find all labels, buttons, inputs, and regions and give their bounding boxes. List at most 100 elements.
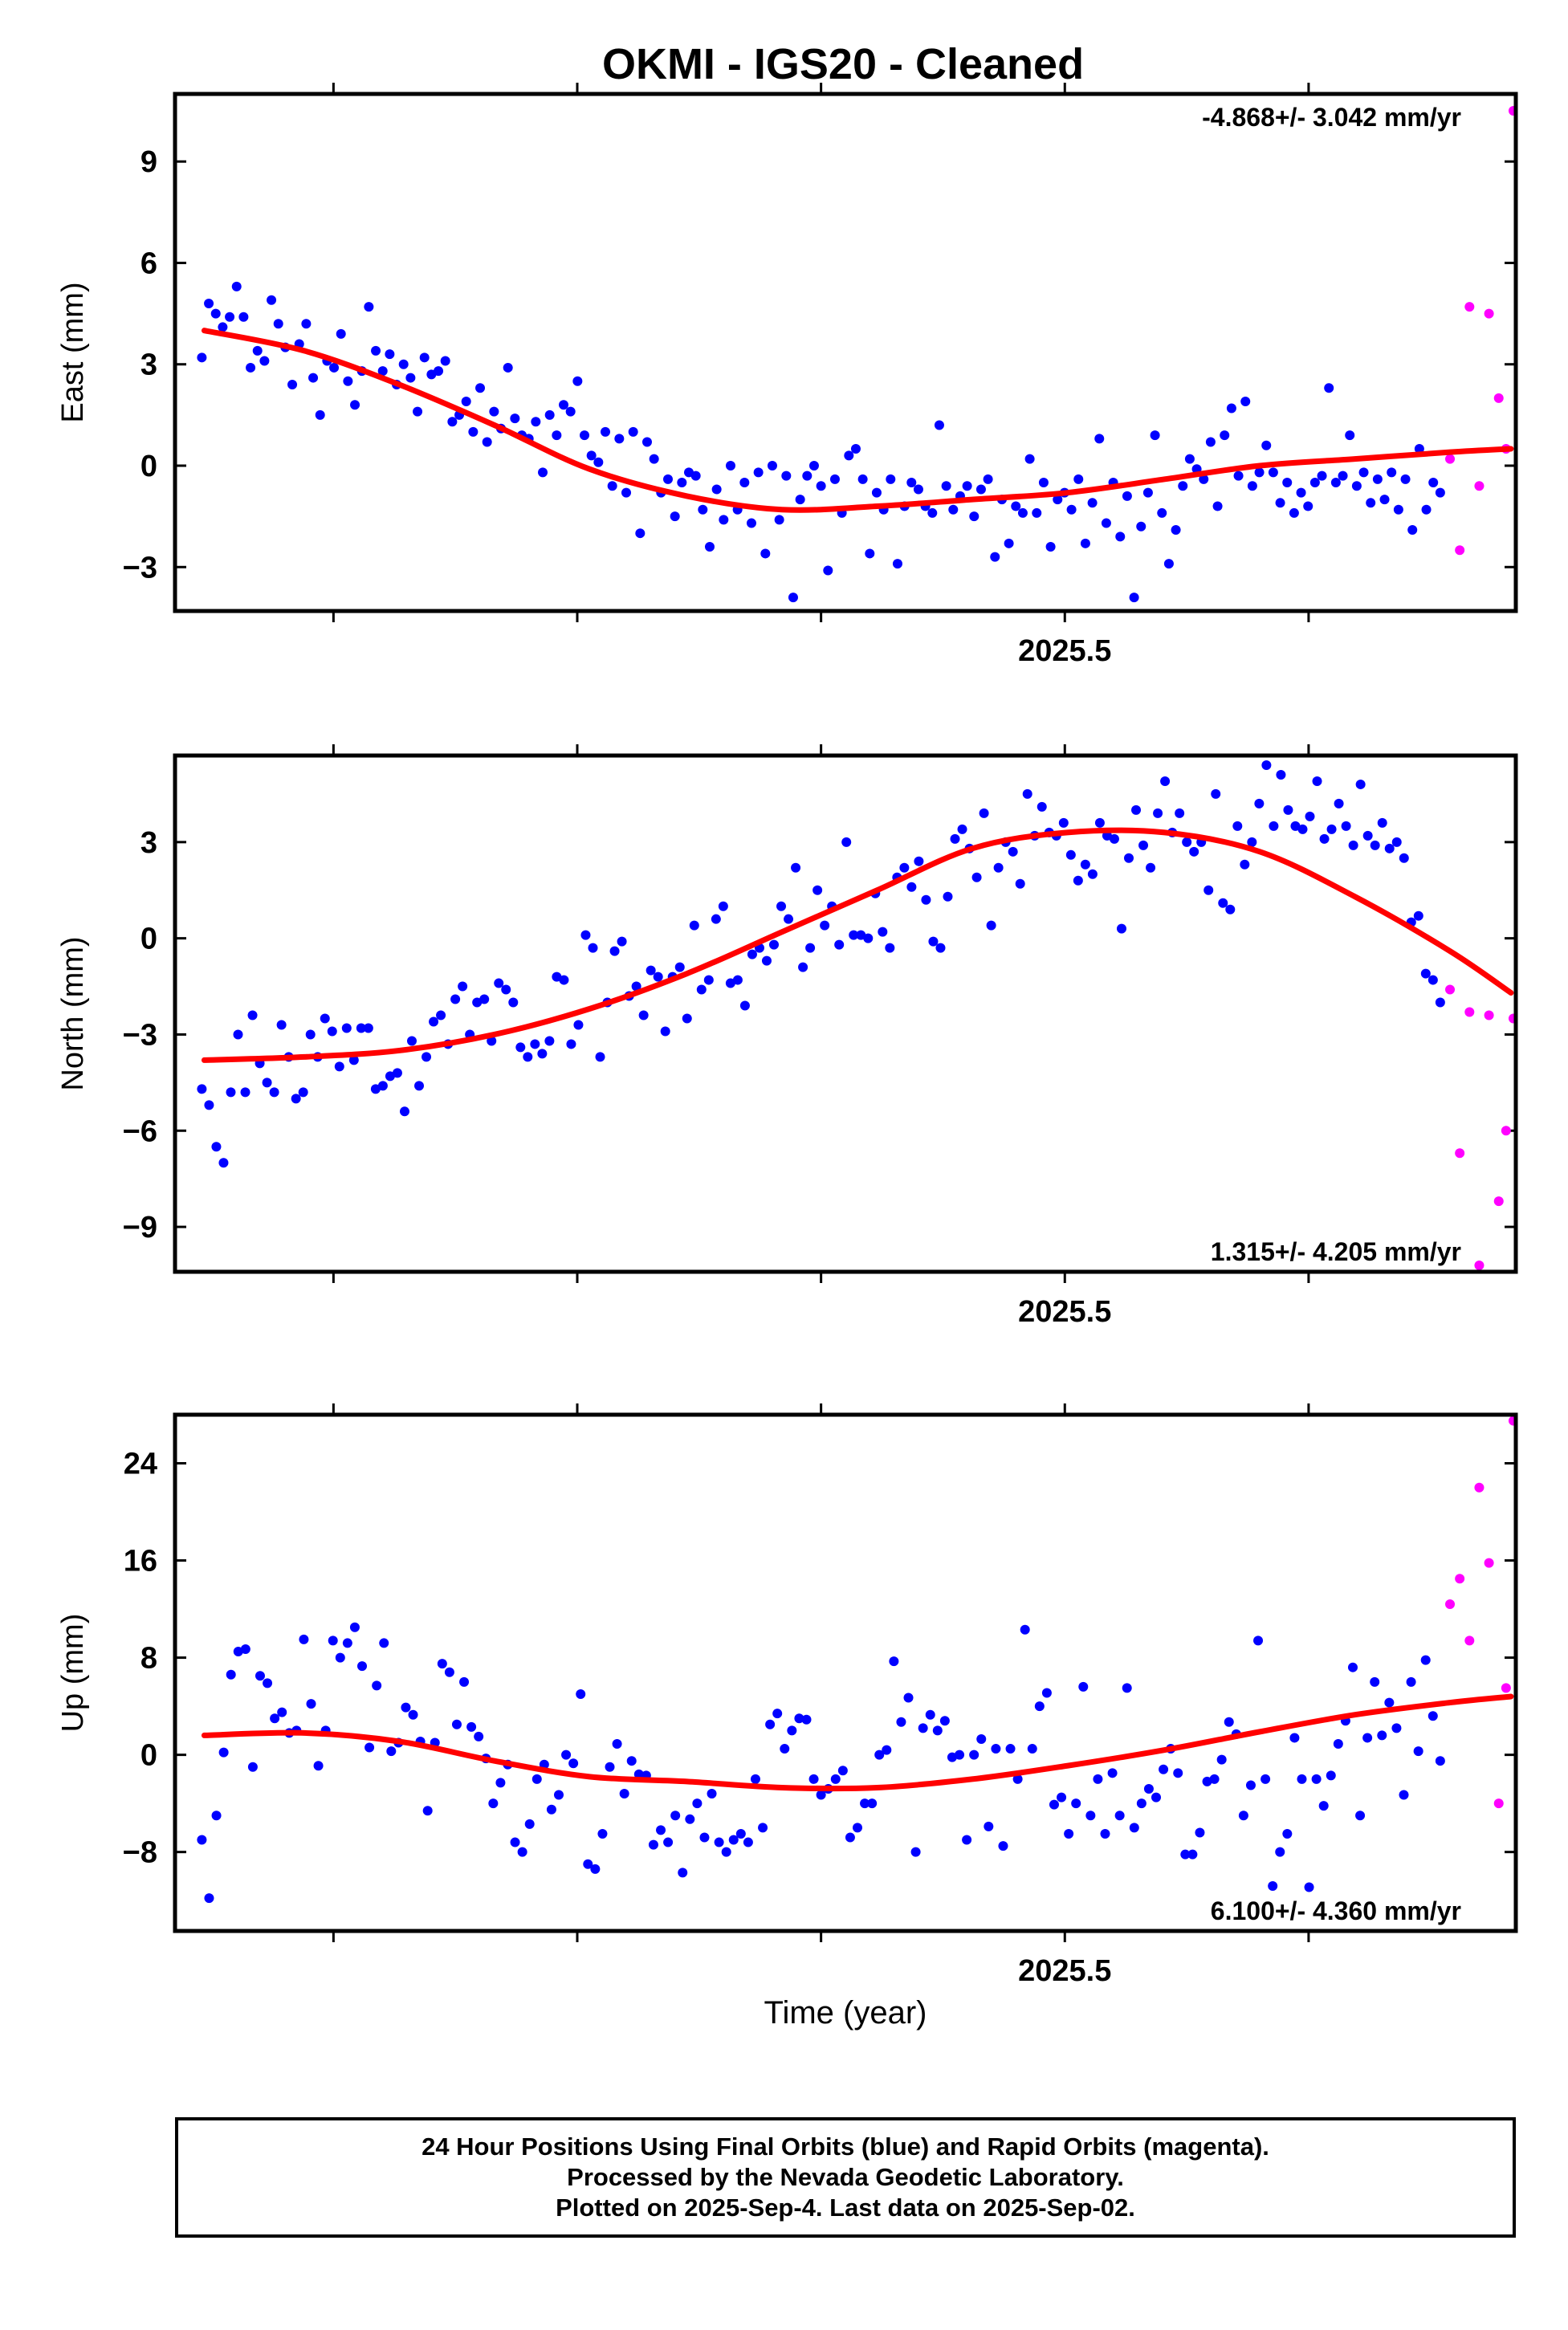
north-final-point: [544, 1036, 555, 1046]
north-final-point: [566, 1039, 576, 1049]
east-final-point: [434, 366, 444, 377]
east-final-point: [246, 362, 256, 373]
up-final-point: [583, 1859, 593, 1869]
up-final-point: [758, 1823, 768, 1833]
east-rapid-point: [1474, 481, 1485, 491]
up-final-point: [531, 1774, 542, 1784]
north-final-point: [1065, 849, 1076, 860]
east-final-point: [1400, 474, 1411, 484]
east-final-point: [816, 481, 826, 491]
east-frame: [173, 92, 1518, 613]
up-final-point: [626, 1756, 637, 1766]
east-final-point: [538, 467, 548, 478]
north-final-point: [617, 936, 627, 947]
north-final-point: [414, 1081, 425, 1091]
up-final-point: [699, 1832, 710, 1843]
north-final-point: [494, 978, 504, 988]
north-final-point: [392, 1068, 402, 1078]
north-final-point: [1175, 808, 1185, 818]
east-final-point: [461, 397, 471, 407]
north-final-point: [588, 943, 598, 953]
east-final-point: [1004, 538, 1014, 548]
north-final-point: [921, 894, 931, 905]
east-final-point: [781, 470, 792, 481]
east-final-point: [1129, 593, 1139, 603]
up-final-point: [1245, 1780, 1256, 1790]
east-final-point: [767, 461, 777, 471]
east-final-point: [662, 474, 673, 484]
north-final-point: [1348, 840, 1358, 850]
footer-line-3: Plotted on 2025-Sep-4. Last data on 2025…: [556, 2194, 1135, 2222]
east-final-point: [1282, 478, 1293, 488]
north-rapid-point: [1474, 1261, 1485, 1271]
north-ytick-label: 0: [141, 923, 157, 956]
east-final-point: [1115, 532, 1126, 542]
up-final-point: [401, 1702, 411, 1713]
east-final-point: [850, 443, 861, 454]
east-final-point: [774, 515, 784, 525]
up-final-point: [605, 1762, 615, 1772]
up-final-point: [1071, 1798, 1081, 1809]
east-final-point: [1122, 491, 1132, 501]
north-final-point: [899, 862, 910, 873]
north-rapid-point: [1455, 1148, 1465, 1159]
east-final-point: [1163, 559, 1174, 569]
up-final-point: [1114, 1811, 1125, 1821]
up-final-point: [714, 1837, 724, 1847]
north-final-point: [1261, 760, 1272, 770]
up-final-point: [255, 1671, 265, 1681]
east-final-point: [607, 481, 617, 491]
north-final-point: [552, 972, 562, 982]
east-final-point: [614, 434, 625, 444]
up-final-point: [794, 1713, 804, 1724]
east-final-point: [711, 484, 722, 495]
east-final-point: [1226, 403, 1236, 413]
north-final-point: [935, 943, 946, 953]
north-final-point: [515, 1042, 526, 1053]
up-final-point: [947, 1752, 957, 1762]
north-final-point: [399, 1106, 409, 1117]
north-final-point: [1427, 975, 1438, 985]
up-final-point: [750, 1774, 760, 1784]
east-final-point: [468, 426, 479, 437]
up-final-point: [590, 1864, 601, 1874]
up-final-point: [263, 1678, 273, 1688]
east-final-point: [1205, 437, 1216, 447]
north-final-point: [508, 997, 519, 1008]
east-final-point: [1345, 430, 1355, 441]
north-final-point: [957, 824, 967, 834]
north-final-point: [1240, 859, 1250, 870]
up-rapid-point: [1501, 1683, 1511, 1693]
east-final-point: [218, 322, 228, 332]
north-final-point: [784, 914, 794, 924]
up-final-point: [1406, 1676, 1416, 1687]
up-rapid-point: [1493, 1798, 1504, 1809]
up-final-point: [1268, 1881, 1278, 1892]
east-final-point: [531, 417, 541, 427]
north-final-point: [276, 1020, 287, 1030]
east-final-point: [746, 518, 756, 528]
east-final-point: [795, 495, 805, 505]
east-final-point: [1317, 470, 1327, 481]
east-final-point: [572, 376, 583, 386]
up-final-point: [218, 1747, 229, 1758]
east-final-point: [983, 474, 993, 484]
up-final-point: [1057, 1792, 1067, 1802]
east-final-point: [829, 474, 840, 484]
north-final-point: [436, 1010, 446, 1020]
up-final-point: [1136, 1798, 1146, 1809]
up-final-point: [1143, 1783, 1154, 1794]
north-final-point: [1370, 840, 1380, 850]
east-final-point: [1178, 481, 1188, 491]
up-final-point: [867, 1798, 878, 1809]
up-final-point: [553, 1790, 564, 1800]
up-final-point: [787, 1725, 797, 1736]
east-final-point: [739, 478, 750, 488]
up-final-point: [735, 1828, 746, 1839]
east-final-point: [1268, 467, 1278, 478]
east-final-point: [1032, 507, 1042, 518]
north-final-point: [573, 1020, 584, 1030]
north-final-point: [226, 1087, 236, 1098]
east-final-point: [621, 487, 632, 498]
